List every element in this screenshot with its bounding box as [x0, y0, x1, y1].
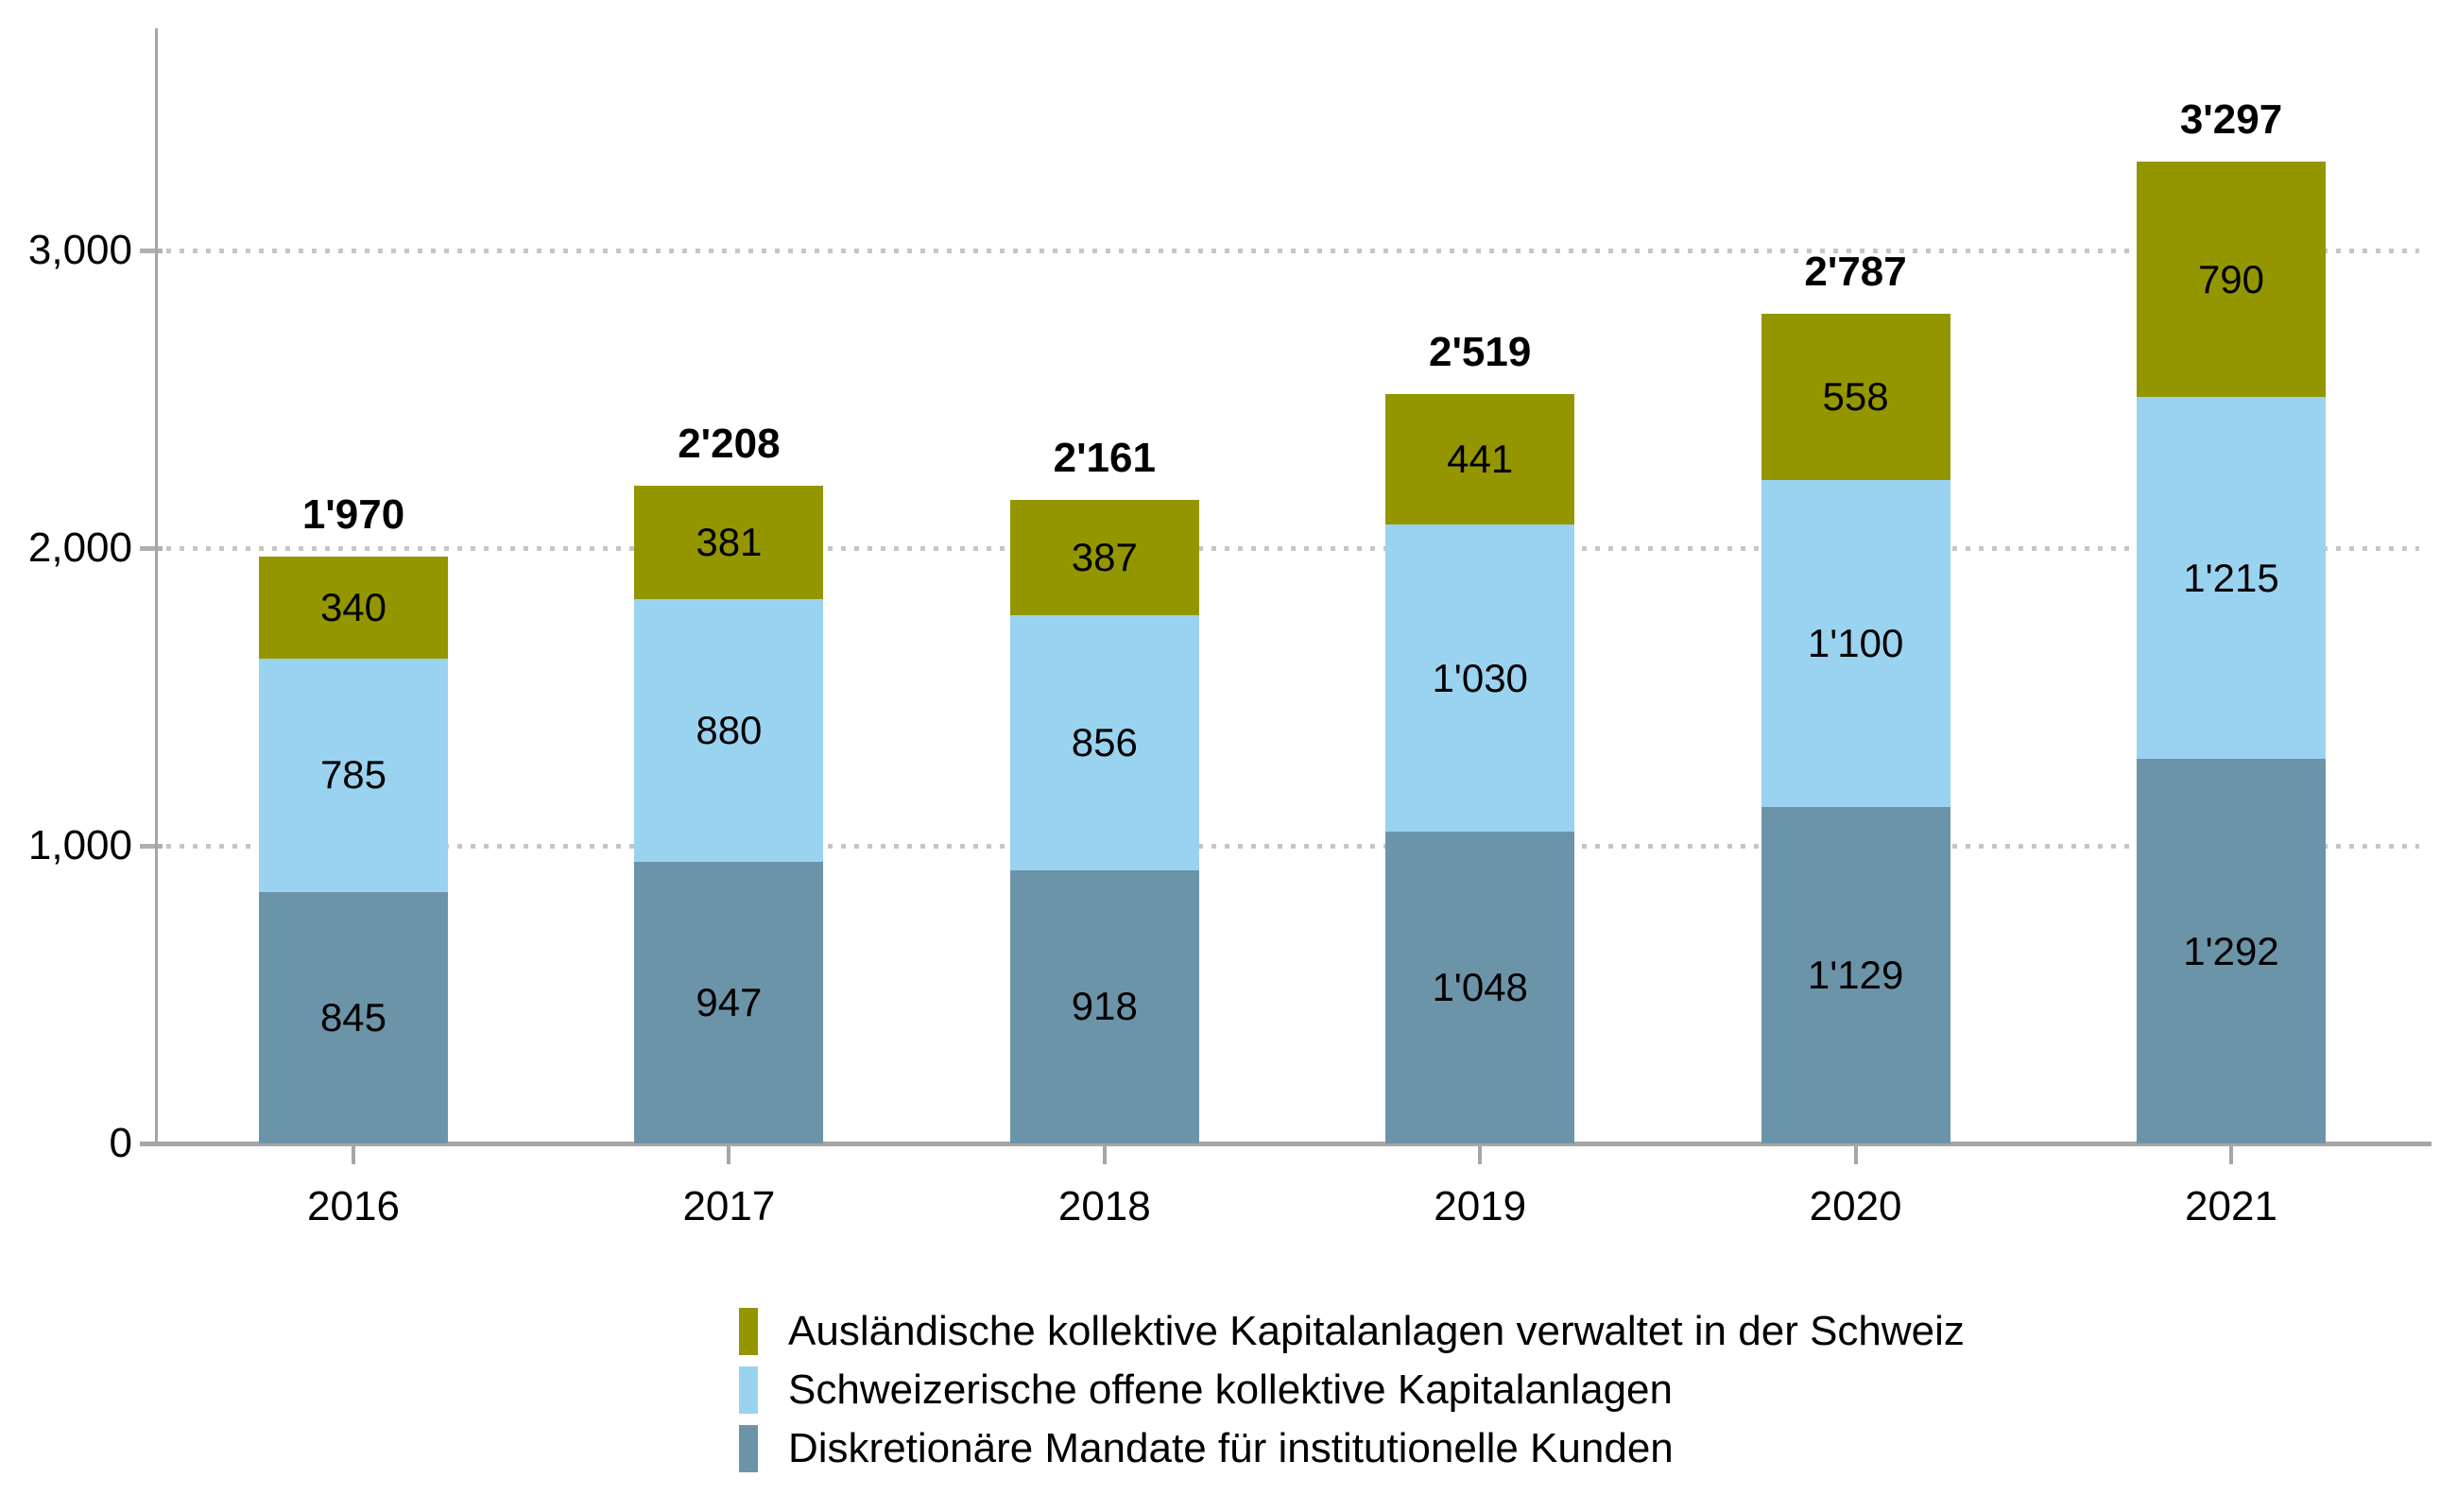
bar-segment-label: 918: [1071, 984, 1138, 1029]
x-axis-tick: [727, 1145, 731, 1164]
x-category-label: 2021: [2185, 1183, 2277, 1229]
bar-total-label: 2'161: [1053, 435, 1156, 482]
x-axis-tick: [352, 1145, 355, 1164]
bar-total-label: 2'208: [678, 421, 781, 468]
bar: [1761, 314, 1950, 1143]
bar-total-label: 3'297: [2179, 96, 2283, 144]
bar-segment: [634, 486, 824, 600]
bar-segment-label: 558: [1822, 373, 1889, 419]
legend-label: Diskretionäre Mandate für institutionell…: [788, 1425, 1674, 1471]
x-category-label: 2019: [1434, 1183, 1527, 1229]
x-category-label: 2016: [307, 1183, 400, 1229]
bar-segment: [1761, 479, 1950, 808]
legend-swatch-icon: [739, 1366, 758, 1414]
legend-label: Schweizerische offene kollektive Kapital…: [788, 1366, 1673, 1413]
x-axis-tick: [1853, 1145, 1858, 1164]
bar-segment: [259, 557, 448, 659]
bar-segment: [1385, 831, 1575, 1143]
y-axis-tick: [140, 249, 163, 253]
bar-segment: [2137, 162, 2326, 398]
bar-segment: [1385, 393, 1575, 525]
bar-total-label: 1'970: [301, 491, 405, 539]
y-axis-tick-label: 2,000: [27, 524, 132, 571]
y-gridline: [166, 844, 2419, 849]
bar-segment-label: 790: [2197, 256, 2265, 301]
bar-segment: [1761, 314, 1950, 480]
bar: [1009, 500, 1199, 1143]
bar-total-label: 2'787: [1804, 249, 1907, 296]
x-axis-tick: [2229, 1145, 2233, 1164]
bar-segment-label: 387: [1071, 535, 1138, 580]
y-axis-tick-label: 3,000: [27, 227, 132, 273]
bar-segment-label: 441: [1447, 436, 1514, 481]
bar-segment-label: 1'129: [1807, 953, 1904, 998]
bar: [1385, 393, 1575, 1143]
bar-segment-label: 785: [319, 752, 387, 798]
bar-total-label: 2'519: [1429, 328, 1532, 375]
bar-segment-label: 947: [696, 979, 763, 1024]
x-category-label: 2017: [682, 1183, 776, 1229]
legend-row: Schweizerische offene kollektive Kapital…: [739, 1361, 1965, 1419]
bar-segment-label: 340: [319, 585, 387, 629]
bar-segment: [259, 658, 448, 892]
bar-segment: [259, 891, 448, 1143]
bar: [634, 486, 824, 1143]
legend-row: Ausländische kollektive Kapitalanlagen v…: [739, 1302, 1965, 1361]
y-axis-tick: [140, 546, 163, 551]
bar-segment: [1009, 500, 1199, 616]
bar-segment-label: 880: [696, 708, 763, 753]
bar: [2137, 162, 2326, 1143]
bar-segment: [634, 861, 824, 1143]
bar-segment-label: 1'030: [1432, 655, 1528, 700]
bar: [259, 557, 448, 1143]
bar-segment-label: 381: [696, 520, 763, 565]
bar-segment: [1009, 869, 1199, 1143]
bar-segment: [2137, 397, 2326, 759]
y-axis-line: [155, 28, 158, 1143]
y-axis-tick-label: 0: [109, 1120, 132, 1166]
legend-swatch-icon: [739, 1425, 758, 1472]
legend: Ausländische kollektive Kapitalanlagen v…: [739, 1302, 1965, 1478]
bar-segment: [1761, 807, 1950, 1143]
bar-segment-label: 1'048: [1432, 964, 1528, 1009]
x-axis-tick: [1102, 1145, 1107, 1164]
bar-segment: [634, 599, 824, 862]
x-axis-tick: [1478, 1145, 1483, 1164]
x-axis-line: [140, 1142, 2431, 1146]
bar-segment-label: 845: [319, 994, 387, 1040]
x-category-label: 2020: [1809, 1183, 1902, 1229]
bar-segment: [1009, 615, 1199, 870]
bar-segment-label: 856: [1071, 720, 1138, 765]
legend-swatch-icon: [739, 1308, 758, 1355]
y-gridline: [166, 546, 2419, 551]
bar-segment: [1385, 524, 1575, 832]
y-axis-tick-label: 1,000: [27, 822, 132, 868]
bar-segment-label: 1'100: [1807, 621, 1904, 666]
y-gridline: [166, 249, 2419, 253]
y-axis-tick: [140, 844, 163, 849]
legend-row: Diskretionäre Mandate für institutionell…: [739, 1419, 1965, 1478]
bar-segment-label: 1'215: [2183, 555, 2279, 600]
bar-segment-label: 1'292: [2183, 928, 2279, 973]
legend-label: Ausländische kollektive Kapitalanlagen v…: [788, 1308, 1965, 1354]
bar-segment: [2137, 759, 2326, 1143]
x-category-label: 2018: [1057, 1183, 1151, 1229]
